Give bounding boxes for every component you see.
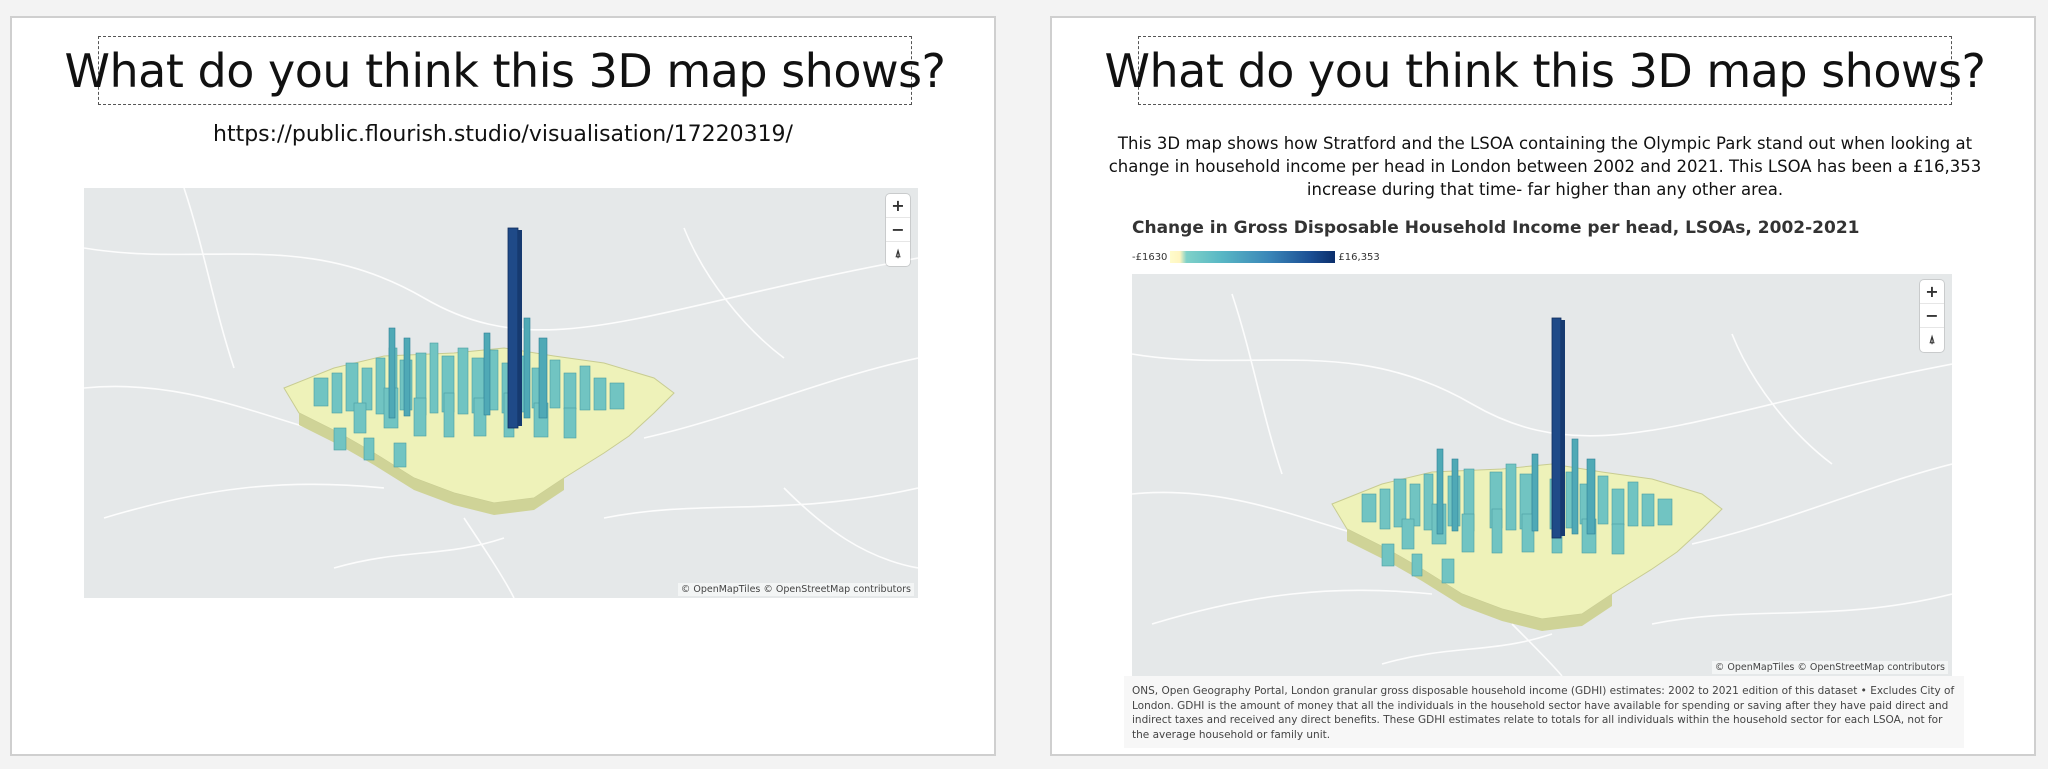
zoom-in-button[interactable]: + xyxy=(1920,280,1944,304)
map-3d[interactable]: + − ⍋ © OpenMapTiles © OpenStreetMap con… xyxy=(1132,274,1952,676)
source-note: ONS, Open Geography Portal, London granu… xyxy=(1124,676,1964,748)
compass-reset-button[interactable]: ⍋ xyxy=(1928,333,1936,346)
legend-min-label: -£1630 xyxy=(1132,251,1168,263)
slide-left: What do you think this 3D map shows? htt… xyxy=(10,16,996,756)
color-legend: -£1630 £16,353 xyxy=(1132,250,1380,264)
map-canvas[interactable] xyxy=(1132,274,1952,676)
visualisation-url[interactable]: https://public.flourish.studio/visualisa… xyxy=(213,122,793,147)
legend-gradient xyxy=(1170,251,1336,263)
zoom-out-button[interactable]: − xyxy=(1920,304,1944,328)
map-zoom-controls: + − ⍋ xyxy=(886,194,910,266)
slide-title: What do you think this 3D map shows? xyxy=(65,36,946,105)
zoom-in-button[interactable]: + xyxy=(886,194,910,218)
compass-reset-button[interactable]: ⍋ xyxy=(894,247,902,260)
map-zoom-controls: + − ⍋ xyxy=(1920,280,1944,352)
slide-description: This 3D map shows how Stratford and the … xyxy=(1108,134,1982,199)
slide-title: What do you think this 3D map shows? xyxy=(1105,36,1986,105)
map-title: Change in Gross Disposable Household Inc… xyxy=(1132,218,1860,238)
legend-max-label: £16,353 xyxy=(1338,251,1380,263)
map-attribution[interactable]: © OpenMapTiles © OpenStreetMap contribut… xyxy=(1711,661,1948,674)
map-attribution[interactable]: © OpenMapTiles © OpenStreetMap contribut… xyxy=(677,583,914,596)
map-3d[interactable]: + − ⍋ © OpenMapTiles © OpenStreetMap con… xyxy=(84,188,918,598)
zoom-out-button[interactable]: − xyxy=(886,218,910,242)
map-canvas[interactable] xyxy=(84,188,918,598)
slide-right: What do you think this 3D map shows? Thi… xyxy=(1050,16,2036,756)
